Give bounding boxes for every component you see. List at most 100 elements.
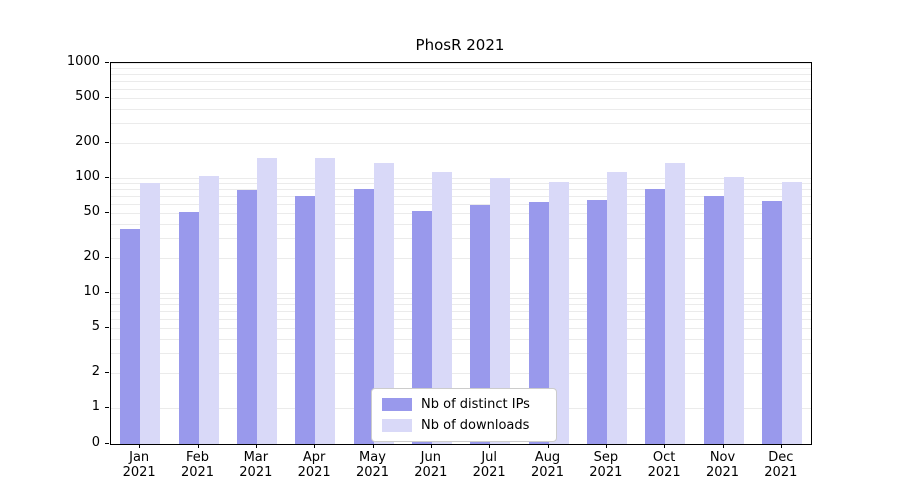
gridline [111,212,811,214]
gridline [111,74,811,76]
gridline [111,68,811,70]
bar-downloads [490,178,511,444]
y-tick-mark [105,407,109,408]
x-tick-mark [372,444,374,448]
gridline [111,310,811,312]
legend-item-downloads: Nb of downloads [382,417,546,434]
y-tick-mark [105,96,109,98]
y-tick-mark [105,142,109,144]
bar-downloads [548,182,569,444]
bar-distinct-ips [761,201,782,444]
y-tick-label: 100 [75,169,100,184]
bar-distinct-ips [586,199,607,444]
legend-swatch-downloads [382,419,412,432]
y-tick-mark [105,372,109,374]
y-tick-mark [105,211,109,213]
gridline [111,238,811,240]
gridline [111,338,811,340]
gridline [111,183,811,185]
x-tick-label: Mar 2021 [239,450,273,480]
x-tick-label: Jun 2021 [414,450,448,480]
bar-downloads [140,183,161,444]
x-tick-mark [489,444,491,448]
bar-distinct-ips [703,195,724,444]
gridline [111,97,811,99]
gridline [111,304,811,306]
x-tick-label: Jul 2021 [472,450,506,480]
x-tick-mark [605,444,607,448]
bar-downloads [431,172,452,444]
x-tick-mark [197,444,199,448]
bar-distinct-ips [411,210,432,444]
legend-label-distinct-ips: Nb of distinct IPs [421,397,530,412]
x-tick-label: Nov 2021 [705,450,740,480]
x-tick-mark [664,444,666,448]
y-tick-label: 10 [83,284,100,299]
y-tick-label: 1 [91,399,100,414]
y-tick-label: 20 [83,249,100,265]
y-tick-label: 5 [91,318,100,334]
gridline [111,223,811,225]
bar-distinct-ips [470,205,491,444]
gridline [111,80,811,82]
bar-downloads [665,163,686,444]
gridline [111,203,811,205]
bar-distinct-ips [295,195,316,444]
x-tick-label: Jan 2021 [122,450,156,480]
legend: Nb of distinct IPs Nb of downloads [371,388,557,442]
y-tick-mark [105,177,109,178]
gridline [111,195,811,197]
x-tick-label: Oct 2021 [647,450,681,480]
y-tick-mark [105,62,109,63]
gridline [111,258,811,260]
chart-title: PhosR 2021 [415,36,505,54]
x-tick-label: Dec 2021 [764,450,798,480]
gridline [111,63,811,64]
y-tick-label: 0 [91,435,100,450]
y-tick-label: 2 [91,364,100,380]
x-tick-mark [547,444,549,448]
x-tick-mark [722,444,724,448]
gridline [111,373,811,375]
y-tick-label: 500 [75,88,100,104]
x-tick-label: Apr 2021 [297,450,331,480]
legend-swatch-distinct-ips [382,398,412,411]
bar-downloads [373,163,394,444]
gridline [111,123,811,125]
x-tick-label: Aug 2021 [530,450,565,480]
y-tick-label: 1000 [66,54,100,69]
gridline [111,293,811,294]
bar-distinct-ips [645,189,666,444]
gridline [111,88,811,90]
y-tick-mark [105,257,109,259]
x-tick-mark [139,444,141,448]
bar-distinct-ips [120,229,141,444]
bar-distinct-ips [353,189,374,444]
bar-downloads [315,157,336,444]
gridline [111,189,811,191]
gridline [111,108,811,110]
gridline [111,298,811,300]
plot-area [110,62,812,445]
legend-label-downloads: Nb of downloads [421,418,530,433]
bar-distinct-ips [178,211,199,444]
x-tick-mark [780,444,782,448]
bar-distinct-ips [236,190,257,444]
bar-downloads [781,181,802,444]
bar-downloads [198,175,219,444]
x-tick-label: Feb 2021 [180,450,215,480]
y-tick-label: 50 [83,203,100,219]
bar-downloads [256,157,277,444]
x-tick-label: May 2021 [355,450,390,480]
x-tick-mark [314,444,316,448]
bar-downloads [606,172,627,444]
x-tick-mark [430,444,432,448]
y-tick-mark [105,292,109,293]
bar-distinct-ips [528,201,549,444]
x-tick-mark [255,444,257,448]
gridline [111,143,811,145]
gridline [111,178,811,179]
bar-downloads [723,177,744,444]
y-tick-mark [105,326,109,328]
